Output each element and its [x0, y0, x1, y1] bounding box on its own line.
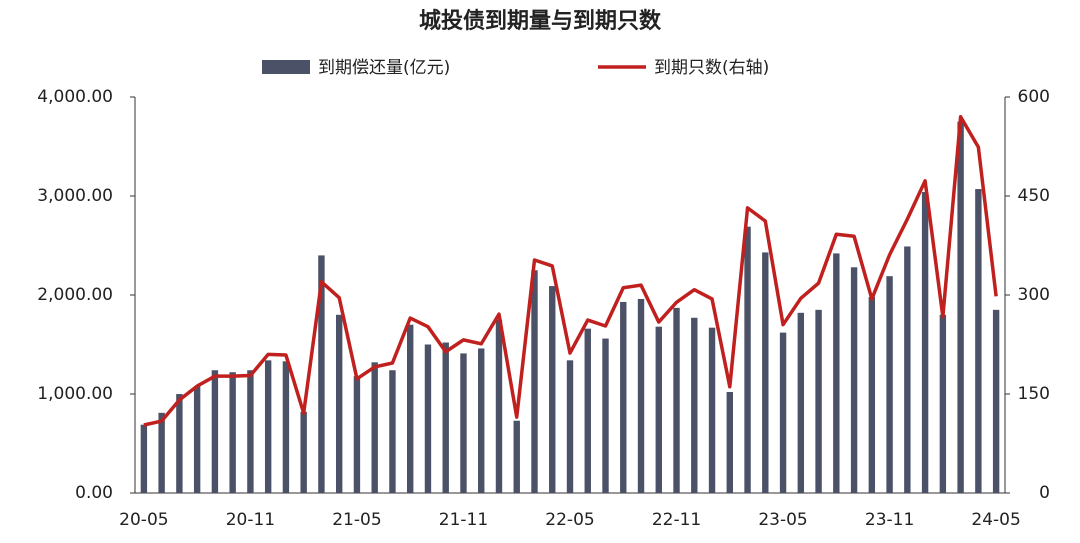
bar [620, 301, 627, 493]
legend-swatch [262, 60, 310, 74]
bar [335, 314, 343, 493]
bar [797, 312, 805, 493]
bar [637, 298, 645, 493]
x-tick-label: 24-05 [971, 510, 1020, 530]
bar [371, 362, 378, 493]
x-tick-label: 22-11 [652, 510, 701, 530]
bar [850, 267, 858, 493]
bar [193, 386, 201, 493]
bar [158, 412, 165, 493]
x-tick-label: 21-11 [439, 510, 488, 530]
y-tick-label: 4,000.00 [37, 87, 113, 107]
bar [389, 370, 396, 493]
x-tick-label: 20-05 [119, 510, 168, 530]
bar [140, 424, 148, 493]
bar [957, 121, 964, 493]
x-tick-label: 20-11 [226, 510, 275, 530]
bar [264, 360, 272, 493]
bar [318, 255, 325, 493]
bar [495, 319, 503, 493]
bar [300, 411, 307, 493]
bar [744, 226, 751, 493]
bar [229, 372, 236, 493]
bar [442, 342, 449, 493]
bar [655, 326, 662, 493]
bar [176, 394, 183, 493]
bar [282, 361, 290, 493]
bar [460, 353, 467, 493]
bar [549, 286, 556, 493]
y-tick-label: 0.00 [75, 483, 113, 503]
legend-label: 到期只数(右轴) [654, 58, 769, 78]
bar [584, 328, 591, 493]
bar [478, 348, 485, 493]
bar [602, 338, 609, 493]
y-tick-label: 3,000.00 [37, 186, 113, 206]
y2-tick-label: 150 [1018, 384, 1050, 404]
bar [886, 276, 893, 493]
bar [513, 420, 520, 493]
y-tick-label: 2,000.00 [37, 285, 113, 305]
y2-tick-label: 0 [1039, 483, 1050, 503]
bar [939, 314, 947, 493]
bar [815, 309, 822, 493]
bar [211, 370, 219, 493]
y2-tick-label: 450 [1018, 186, 1050, 206]
bar [407, 324, 414, 493]
bar [992, 309, 1000, 493]
bar [673, 307, 680, 493]
bar [762, 252, 769, 493]
bar [531, 270, 538, 493]
bar [904, 246, 911, 493]
bar [868, 296, 876, 493]
bar [566, 360, 574, 493]
bar [779, 332, 787, 493]
bar [921, 192, 929, 494]
bar [833, 253, 840, 493]
y2-tick-label: 300 [1018, 285, 1050, 305]
x-tick-label: 22-05 [545, 510, 594, 530]
y-tick-label: 1,000.00 [37, 384, 113, 404]
line [143, 115, 998, 427]
y2-tick-label: 600 [1018, 87, 1050, 107]
legend-label: 到期偿还量(亿元) [318, 58, 450, 78]
x-tick-label: 21-05 [332, 510, 381, 530]
bar [353, 376, 361, 493]
bar [247, 370, 254, 493]
bar [708, 327, 716, 493]
chart-title: 城投债到期量与到期只数 [419, 8, 662, 34]
bar [691, 317, 698, 493]
x-tick-label: 23-05 [758, 510, 807, 530]
bar [975, 189, 982, 493]
x-tick-label: 23-11 [865, 510, 914, 530]
bar [424, 344, 432, 493]
bar [726, 392, 733, 493]
